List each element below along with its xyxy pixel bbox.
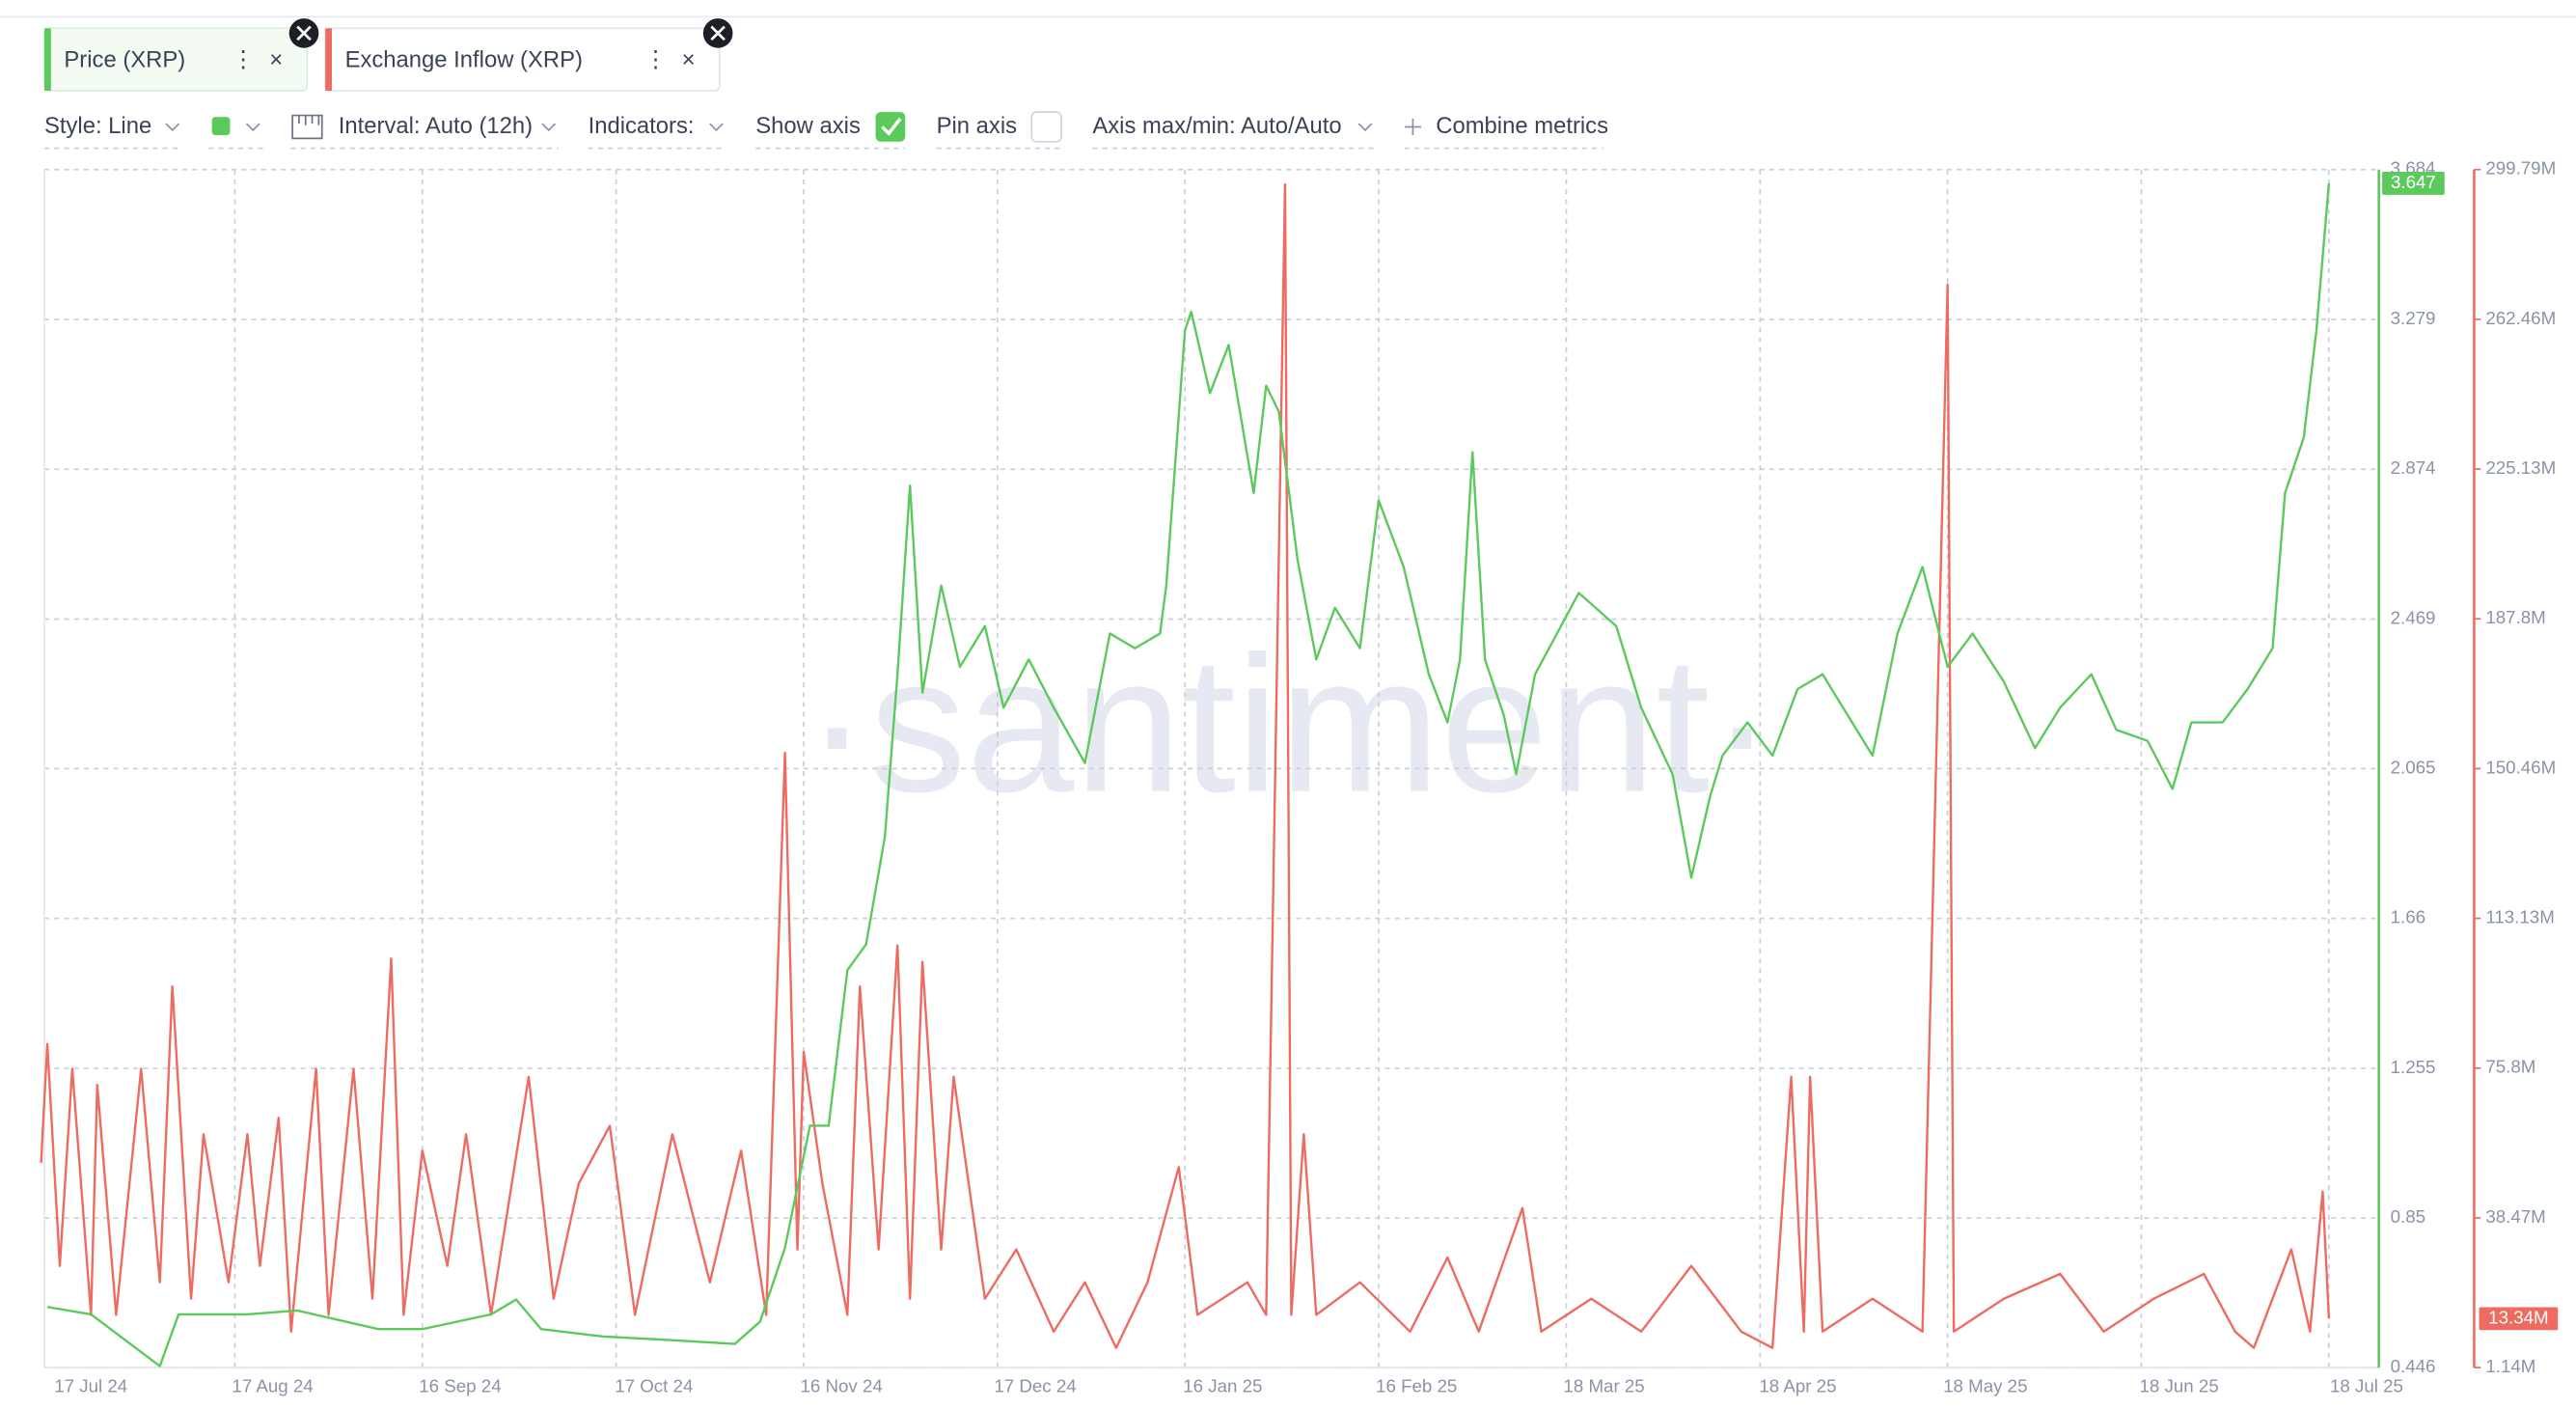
show-axis-label[interactable]: Show axis [755, 113, 861, 139]
tab-close-icon[interactable]: × [269, 47, 283, 73]
pin-axis-label[interactable]: Pin axis [937, 113, 1018, 139]
tab-close-icon[interactable]: × [682, 47, 696, 73]
tab[interactable]: Price (XRP) ⋮ × [43, 18, 319, 92]
chevron [541, 123, 557, 132]
x-tick-label: 16 Sep 24 [419, 1375, 501, 1395]
x-tick-label: 17 Oct 24 [615, 1375, 693, 1395]
interval-select[interactable]: Interval: Auto (12h) [339, 113, 533, 139]
x-tick-label: 17 Dec 24 [994, 1375, 1076, 1395]
axis-maxmin-select[interactable]: Axis max/min: Auto/Auto [1092, 113, 1341, 139]
y-tick-label: 1.66 [2391, 907, 2425, 927]
y2-tick-label: 262.46M [2485, 308, 2556, 328]
style-select[interactable]: Style: Line [44, 113, 151, 139]
x-tick-label: 18 May 25 [1943, 1375, 2027, 1395]
y-tick-label: 2.874 [2391, 457, 2436, 478]
x-tick-label: 17 Jul 24 [54, 1375, 127, 1395]
x-tick-label: 16 Feb 25 [1376, 1375, 1457, 1395]
chevron [245, 123, 260, 132]
series-line [46, 182, 2331, 1368]
tab-menu-icon[interactable]: ⋮ [644, 47, 668, 73]
pin-axis-checkbox[interactable] [1030, 111, 1062, 143]
tab-menu-icon[interactable]: ⋮ [232, 47, 255, 73]
y2-tick-label: 225.13M [2485, 457, 2556, 478]
color-select[interactable] [211, 117, 231, 135]
last-value-label: 3.647 [2391, 172, 2436, 192]
chevron [709, 123, 724, 132]
tab-color [43, 28, 51, 92]
toolbar: Style: Line Interval: Auto (12h) Indicat… [44, 111, 1608, 150]
tab-label: Price (XRP) [64, 47, 185, 73]
indicators-select[interactable]: Indicators: [589, 113, 695, 139]
y2-tick-label: 150.46M [2485, 757, 2556, 777]
plus-icon [1404, 118, 1421, 135]
chevron [1357, 123, 1373, 132]
plot-area: 17 Jul 24 17 Aug 24 16 Sep 24 17 Oct 24 16 N… [40, 158, 2559, 1395]
y2-tick-label: 299.79M [2485, 158, 2556, 179]
y2-tick-label: 113.13M [2485, 907, 2554, 927]
checkmark [881, 117, 902, 136]
y2-tick-label: 187.8M [2485, 607, 2545, 627]
y-tick-label: 0.446 [2391, 1356, 2436, 1376]
interval-icon [291, 114, 323, 140]
y-tick-label: 1.255 [2391, 1057, 2436, 1077]
combine-metrics[interactable]: Combine metrics [1436, 113, 1608, 139]
y-tick-label: 2.469 [2391, 607, 2436, 627]
last-value-badge [2479, 1307, 2559, 1331]
x-tick-label: 18 Jul 25 [2330, 1375, 2403, 1395]
x-tick-label: 18 Mar 25 [1563, 1375, 1644, 1395]
y-tick-label: 3.279 [2391, 308, 2436, 328]
chevron [165, 123, 180, 132]
x-tick-label: 18 Jun 25 [2140, 1375, 2219, 1395]
x-tick-label: 16 Nov 24 [800, 1375, 882, 1395]
tab-label: Exchange Inflow (XRP) [345, 47, 583, 73]
tab-color [325, 28, 332, 92]
remove-icon-x [710, 25, 726, 41]
show-axis-checkbox[interactable] [875, 112, 906, 142]
y-tick-label: 2.065 [2391, 757, 2436, 777]
x-tick-label: 18 Apr 25 [1759, 1375, 1836, 1395]
y2-tick-label: 75.8M [2485, 1057, 2535, 1077]
y2-tick-label: 38.47M [2485, 1206, 2545, 1227]
watermark: ·santiment· [805, 616, 1774, 833]
y2-tick-label: 1.14M [2485, 1356, 2535, 1376]
x-tick-label: 17 Aug 24 [232, 1375, 313, 1395]
remove-icon-x [296, 25, 312, 41]
y-tick-label: 0.85 [2391, 1206, 2425, 1227]
last-value-label: 13.34M [2488, 1307, 2548, 1327]
tab[interactable]: Exchange Inflow (XRP) ⋮ × [324, 18, 733, 92]
series-line [40, 182, 2331, 1349]
last-value-badge [2382, 172, 2445, 195]
x-tick-label: 16 Jan 25 [1183, 1375, 1262, 1395]
